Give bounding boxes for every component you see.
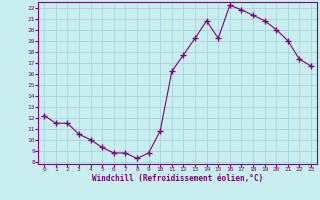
X-axis label: Windchill (Refroidissement éolien,°C): Windchill (Refroidissement éolien,°C) — [92, 174, 263, 183]
